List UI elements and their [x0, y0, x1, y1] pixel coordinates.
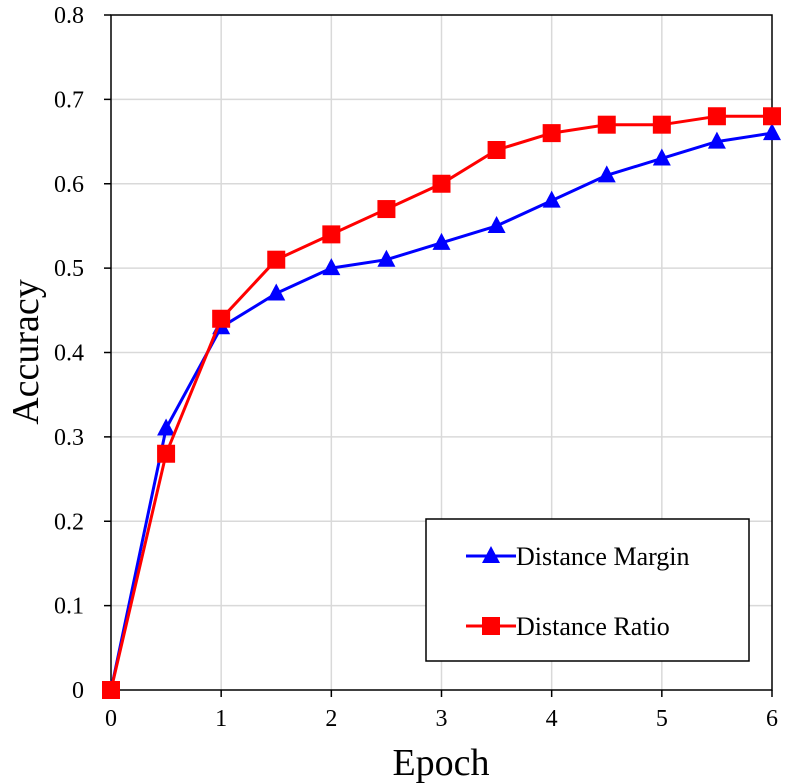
data-point-distance-margin: [432, 232, 451, 250]
legend-label-distance-ratio: Distance Ratio: [516, 612, 670, 641]
legend-triangle-marker: [482, 546, 500, 563]
series-layer: [102, 107, 781, 699]
series-distance-ratio: [102, 107, 781, 699]
y-tick-label: 0.7: [54, 87, 84, 113]
data-point-distance-ratio: [652, 115, 671, 134]
data-point-distance-ratio: [157, 444, 176, 463]
data-point-distance-margin: [597, 165, 616, 183]
x-tick-label: 3: [436, 706, 448, 732]
data-point-distance-ratio: [212, 309, 231, 328]
data-point-distance-margin: [377, 249, 396, 267]
y-tick-label: 0.5: [54, 256, 84, 282]
x-tick-label: 6: [766, 706, 778, 732]
x-tick-label: 0: [105, 706, 117, 732]
x-tick-label: 2: [325, 706, 337, 732]
data-point-distance-ratio: [487, 141, 506, 159]
x-axis-title: Epoch: [392, 742, 489, 783]
data-point-distance-ratio: [707, 107, 726, 126]
y-tick-label: 0: [72, 678, 84, 704]
legend-entry-distance-ratio: Distance Ratio: [466, 612, 670, 641]
legend-box: [425, 518, 750, 662]
data-point-distance-ratio: [377, 200, 396, 219]
y-tick-label: 0.1: [54, 594, 84, 620]
y-tick-label: 0.8: [54, 3, 84, 29]
legend-entry-distance-margin: Distance Margin: [466, 542, 690, 571]
y-axis-title: Accuracy: [5, 279, 47, 425]
y-tick-label: 0.2: [54, 509, 84, 535]
legend-square-marker: [482, 617, 500, 635]
data-point-distance-margin: [542, 190, 561, 208]
y-tick-label: 0.4: [54, 341, 84, 367]
data-point-distance-margin: [487, 215, 506, 233]
y-tick-label: 0.3: [54, 425, 84, 451]
data-point-distance-margin: [707, 131, 726, 149]
x-tick-label: 1: [215, 706, 227, 732]
data-point-distance-ratio: [432, 174, 451, 193]
data-point-distance-margin: [652, 148, 671, 166]
x-axis-ticks: 0 1 2 3 4 5 6: [105, 690, 778, 732]
data-point-distance-ratio: [597, 115, 616, 134]
data-point-distance-margin: [267, 283, 286, 301]
data-point-distance-ratio: [763, 107, 781, 126]
data-point-distance-margin: [763, 123, 781, 141]
legend-label-distance-margin: Distance Margin: [516, 542, 690, 571]
x-tick-label: 4: [546, 706, 558, 732]
data-point-distance-ratio: [267, 250, 286, 269]
y-tick-label: 0.6: [54, 172, 84, 198]
legend: Distance Margin Distance Ratio: [425, 518, 750, 662]
data-point-distance-ratio: [102, 681, 120, 699]
x-tick-label: 5: [656, 706, 668, 732]
data-point-distance-ratio: [322, 225, 341, 244]
data-point-distance-margin: [322, 258, 341, 276]
data-point-distance-margin: [157, 418, 176, 436]
data-point-distance-ratio: [542, 124, 561, 143]
y-axis-ticks: 0 0.1 0.2 0.3 0.4 0.5 0.6 0.7 0.8: [54, 3, 111, 704]
